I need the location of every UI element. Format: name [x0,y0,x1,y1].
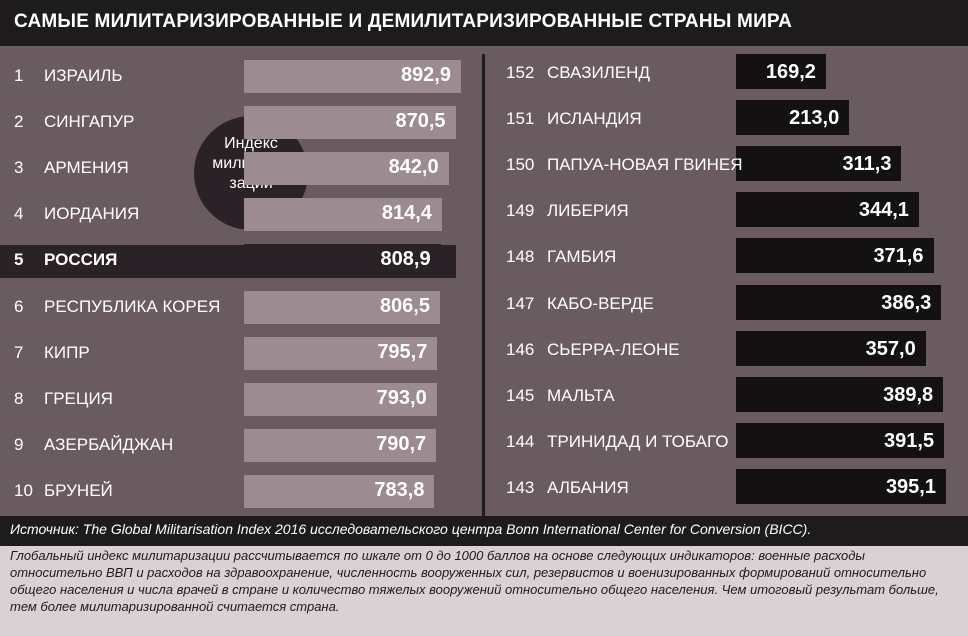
value-right-7: 389,8 [883,383,934,406]
country-left-7: ГРЕЦИЯ [44,388,113,408]
country-left-6: КИПР [44,342,90,362]
value-left-9: 783,8 [374,478,425,501]
value-right-0: 169,2 [765,61,816,83]
rank-left-3: 4 [14,204,24,224]
chart-title: САМЫЕ МИЛИТАРИЗИРОВАННЫЕ И ДЕМИЛИТАРИЗИР… [14,11,793,32]
bar-left-6 [244,336,438,370]
country-right-2: ПАПУА-НОВАЯ ГВИНЕЯ [547,155,743,175]
rank-left-5: 6 [14,296,24,316]
source-bar [0,516,968,546]
rank-left-8: 9 [14,434,24,454]
rank-right-4: 148 [506,247,535,267]
value-left-5: 806,5 [379,294,430,317]
bar-right-6 [736,330,926,366]
country-right-9: АЛБАНИЯ [547,477,629,497]
rank-right-8: 144 [506,431,535,451]
value-left-0: 892,9 [400,64,451,86]
bar-right-0 [736,54,826,89]
value-right-6: 357,0 [865,337,916,360]
bar-right-1 [736,100,850,136]
value-left-7: 793,0 [376,386,427,409]
value-right-9: 395,1 [885,475,936,498]
country-left-9: БРУНЕЙ [44,480,113,500]
bar-right-7 [736,376,944,412]
value-right-8: 391,5 [884,429,935,452]
source-text: Источник: The Global Militarisation Inde… [10,521,812,537]
bar-left-7 [244,382,437,416]
methodology-note: Глобальный индекс милитаризации рассчиты… [10,548,939,614]
country-left-2: АРМЕНИЯ [44,158,129,178]
country-right-7: МАЛЬТА [547,385,615,405]
value-left-1: 870,5 [395,110,446,133]
bar-left-2 [244,152,449,186]
country-left-1: СИНГАПУР [44,112,135,132]
bar-right-3 [736,192,919,228]
rank-left-0: 1 [14,66,24,85]
bar-left-9 [244,474,435,508]
bar-right-9 [736,468,946,504]
country-right-1: ИСЛАНДИЯ [547,109,642,129]
rank-right-7: 145 [506,385,535,405]
value-right-4: 371,6 [873,245,924,268]
rank-left-7: 8 [14,388,24,408]
bar-right-8 [736,422,945,458]
country-right-3: ЛИБЕРИЯ [547,201,629,221]
bar-left-4 [244,244,441,278]
bar-right-5 [736,284,942,320]
bar-left-8 [244,428,437,462]
rank-right-5: 147 [506,293,535,313]
rank-right-9: 143 [506,477,535,497]
bar-left-1 [244,106,456,140]
rank-right-6: 146 [506,339,535,359]
rank-right-2: 150 [506,155,535,175]
value-right-5: 386,3 [881,291,932,314]
rank-left-9: 10 [14,480,33,500]
bar-left-3 [244,198,442,232]
country-left-8: АЗЕРБАЙДЖАН [44,434,174,454]
note-background [0,546,968,636]
bar-right-4 [736,238,934,274]
value-right-2: 311,3 [842,153,892,176]
value-left-8: 790,7 [376,432,427,455]
country-right-4: ГАМБИЯ [547,247,617,267]
value-left-2: 842,0 [388,156,439,179]
rank-left-6: 7 [14,342,24,362]
bar-left-5 [244,290,440,324]
country-right-6: СЬЕРРА-ЛЕОНЕ [547,339,680,359]
country-left-3: ИОРДАНИЯ [44,204,140,224]
rank-right-0: 152 [506,63,535,82]
value-left-6: 795,7 [377,340,428,363]
value-left-3: 814,4 [381,202,432,225]
value-right-3: 344,1 [858,199,909,222]
rank-right-3: 149 [506,201,535,221]
bar-left-0 [244,60,461,93]
country-left-4: РОССИЯ [44,250,118,270]
rank-right-1: 151 [506,109,535,129]
value-left-4: 808,9 [380,248,431,271]
rank-left-4: 5 [14,250,24,270]
column-divider [482,54,485,516]
country-right-0: СВАЗИЛЕНД [547,63,650,82]
country-right-5: КАБО-ВЕРДЕ [547,293,654,313]
value-right-1: 213,0 [789,107,840,130]
country-right-8: ТРИНИДАД И ТОБАГО [547,431,729,451]
bar-right-2 [736,146,902,182]
rank-left-1: 2 [14,112,24,132]
country-left-5: РЕСПУБЛИКА КОРЕЯ [44,296,221,316]
title-bar [0,0,968,46]
rank-left-2: 3 [14,158,24,178]
country-left-0: ИЗРАИЛЬ [44,66,123,85]
